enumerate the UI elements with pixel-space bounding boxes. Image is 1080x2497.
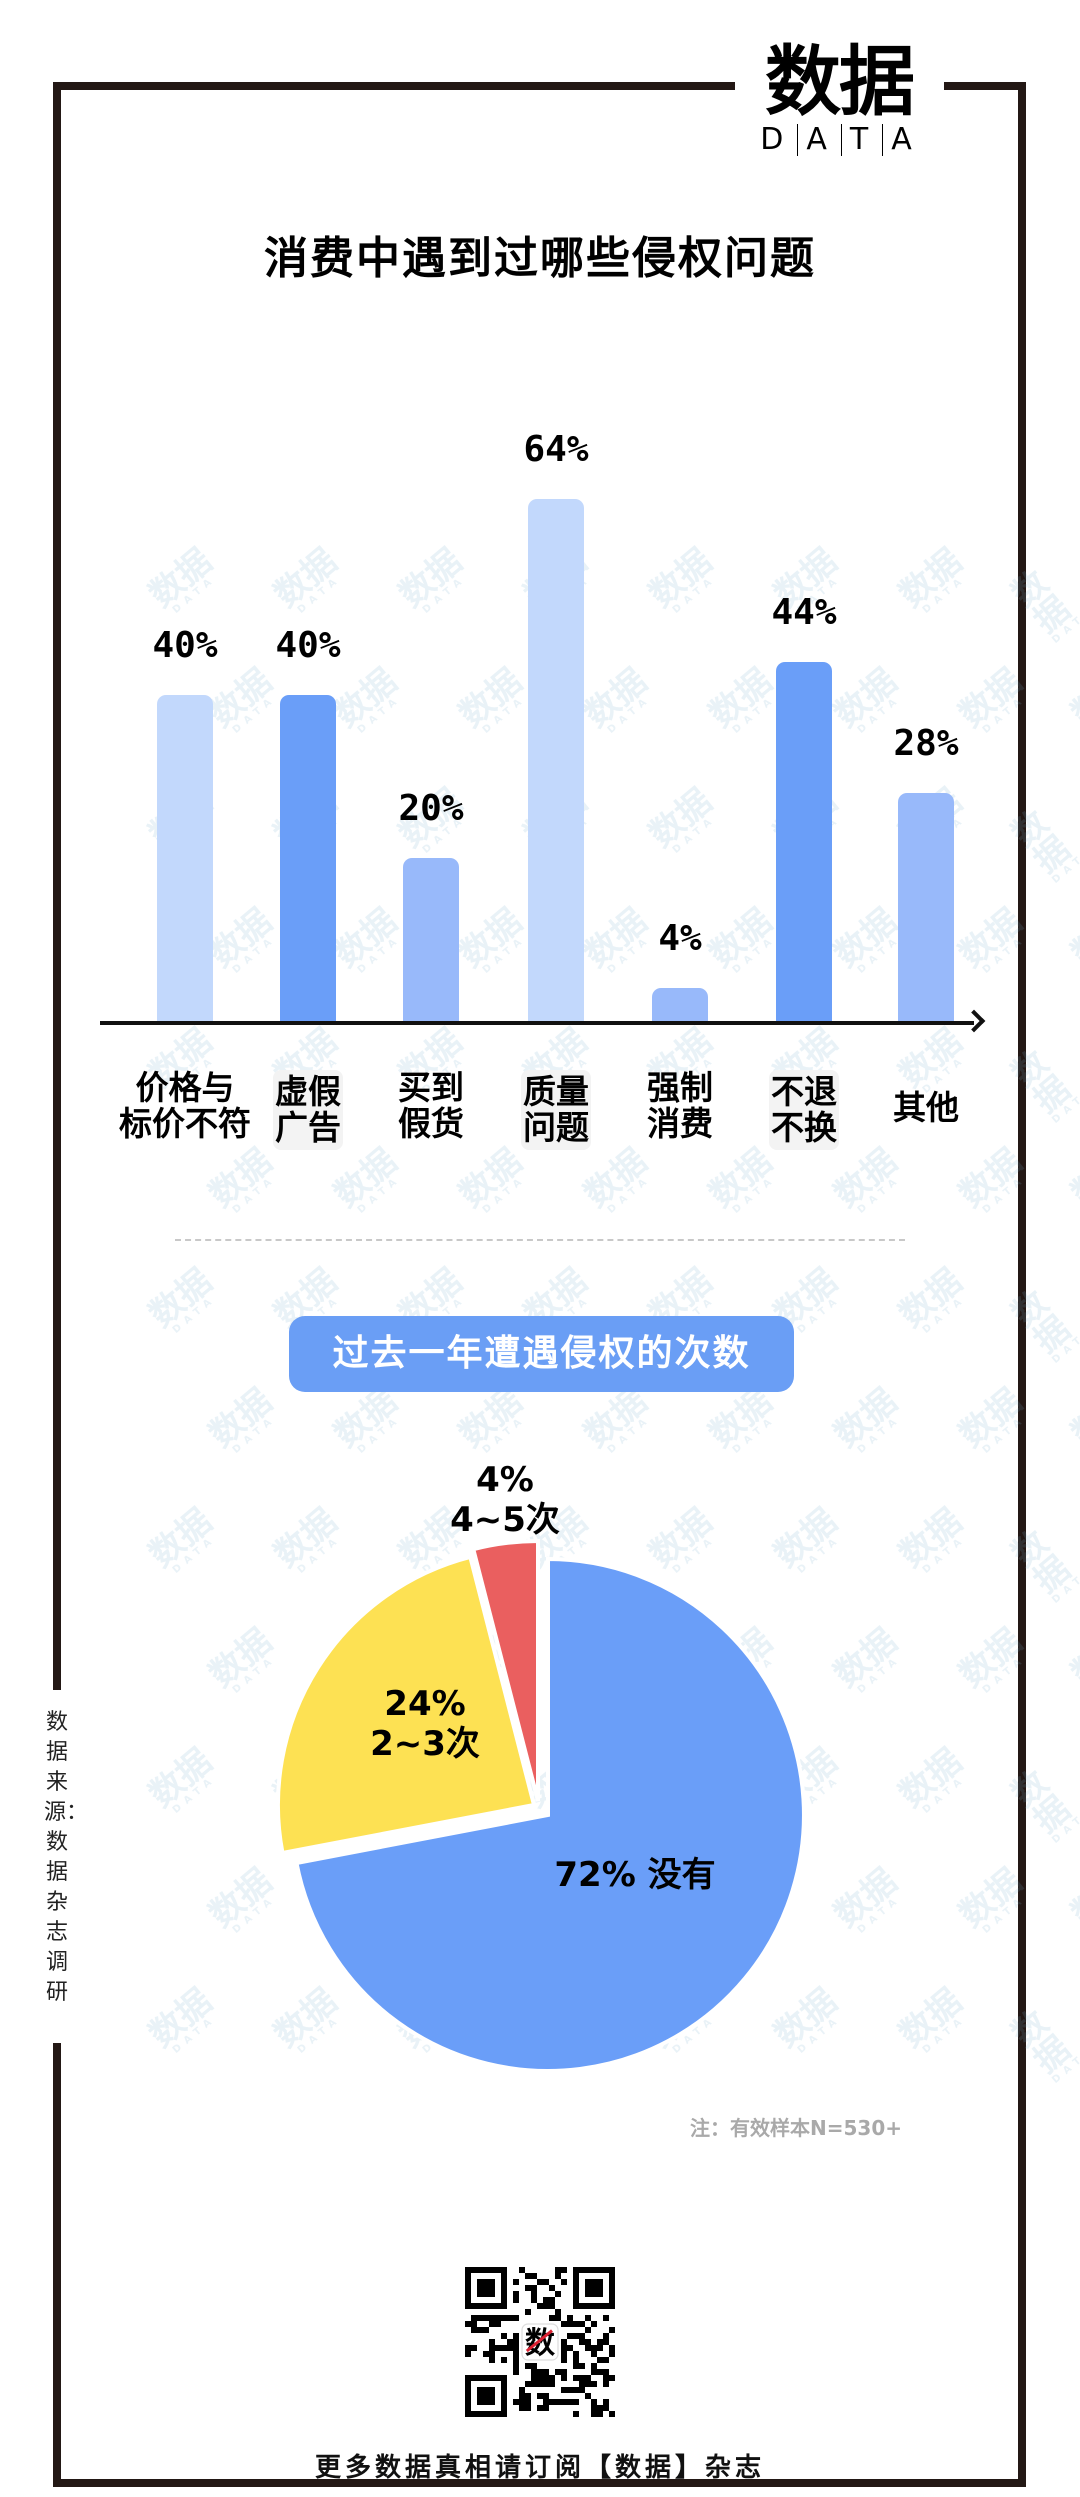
category-line: 其他 <box>893 1088 959 1127</box>
category-label-text: 不退 不换 <box>769 1070 839 1150</box>
category-label: 虚假 广告 <box>233 1070 383 1150</box>
data-source: 数据来源：数据杂志调研 <box>44 1710 89 2005</box>
bar-value-label: 40% <box>152 624 218 666</box>
bar <box>652 988 708 1021</box>
frame-top-right <box>944 82 1026 90</box>
category-line: 虚假 <box>275 1072 341 1111</box>
logo-en-text: D A T A <box>752 124 926 156</box>
bar <box>280 694 336 1021</box>
pie-section-title: 过去一年遭遇侵权的次数 <box>289 1316 794 1392</box>
category-label-text: 买到 假货 <box>356 1070 506 1142</box>
category-label-text: 价格与 标价不符 <box>110 1070 260 1142</box>
logo-letter: A <box>797 124 841 156</box>
bar-value-label: 20% <box>398 787 464 829</box>
pie-label-2-3: 24% 2~3次 <box>345 1684 505 1764</box>
category-label: 买到 假货 <box>356 1070 506 1142</box>
bar <box>403 857 459 1021</box>
pie-label-4-5-pct: 4% <box>476 1460 534 1500</box>
frame-right <box>1018 82 1026 2487</box>
bar <box>776 662 832 1021</box>
bar-value-label: 44% <box>771 592 837 634</box>
frame-left-upper <box>53 82 61 1690</box>
bar-chart-title: 消费中遇到过哪些侵权问题 <box>264 233 816 284</box>
subscribe-footer: 更多数据真相请订阅【数据】杂志 <box>314 2453 765 2483</box>
pie-slice-4-5-times <box>470 1538 540 1802</box>
category-label: 不退 不换 <box>729 1070 879 1150</box>
category-label-text: 虚假 广告 <box>273 1070 343 1150</box>
bar <box>528 499 584 1021</box>
x-axis <box>100 1021 974 1025</box>
frame-top-left <box>53 82 735 90</box>
frame-bottom <box>53 2479 1026 2487</box>
category-line: 消费 <box>647 1104 713 1143</box>
logo-letter: T <box>840 124 882 156</box>
category-label-text: 质量 问题 <box>521 1070 591 1150</box>
category-line: 强制 <box>647 1068 713 1107</box>
logo-cn-text: 数据 <box>765 37 915 126</box>
qr-code-icon[interactable]: 数 <box>465 2267 615 2417</box>
pie-slice-none <box>294 1556 806 2073</box>
category-label: 其他 <box>851 1090 1001 1126</box>
category-line: 价格与 <box>135 1068 235 1107</box>
frame-left-lower <box>53 2043 61 2487</box>
category-label-text: 其他 <box>851 1090 1001 1126</box>
bar-value-label: 64% <box>523 429 589 470</box>
category-label: 质量 问题 <box>481 1070 631 1150</box>
sample-note: 注：有效样本N=530+ <box>690 2116 903 2140</box>
category-line: 不换 <box>771 1108 837 1147</box>
bar <box>157 694 213 1021</box>
pie-label-4-5-text: 4~5次 <box>450 1500 560 1540</box>
category-label-text: 强制 消费 <box>605 1070 755 1142</box>
pie-label-2-3-text: 2~3次 <box>370 1724 480 1764</box>
category-label: 强制 消费 <box>605 1070 755 1142</box>
category-line: 买到 <box>398 1068 464 1107</box>
logo-letter: A <box>882 124 926 156</box>
logo-letter: D <box>760 122 790 157</box>
category-line: 标价不符 <box>119 1104 251 1143</box>
pie-label-none: 72% 没有 <box>554 1855 716 1895</box>
brand-logo: 数据 D A T A <box>752 40 926 156</box>
pie-label-4-5: 4% 4~5次 <box>430 1460 580 1540</box>
section-divider <box>175 1239 905 1241</box>
category-line: 不退 <box>771 1072 837 1111</box>
category-line: 问题 <box>523 1108 589 1147</box>
bar-value-label: 28% <box>893 722 959 764</box>
pie-slice-2-3-times <box>275 1554 537 1856</box>
bar-value-label: 40% <box>275 624 341 666</box>
category-label: 价格与 标价不符 <box>110 1070 260 1142</box>
category-line: 质量 <box>523 1072 589 1111</box>
pie-label-2-3-pct: 24% <box>384 1684 466 1724</box>
bar-value-label: 4% <box>658 918 702 960</box>
category-line: 广告 <box>275 1108 341 1147</box>
category-line: 假货 <box>398 1104 464 1143</box>
bar <box>898 792 954 1021</box>
